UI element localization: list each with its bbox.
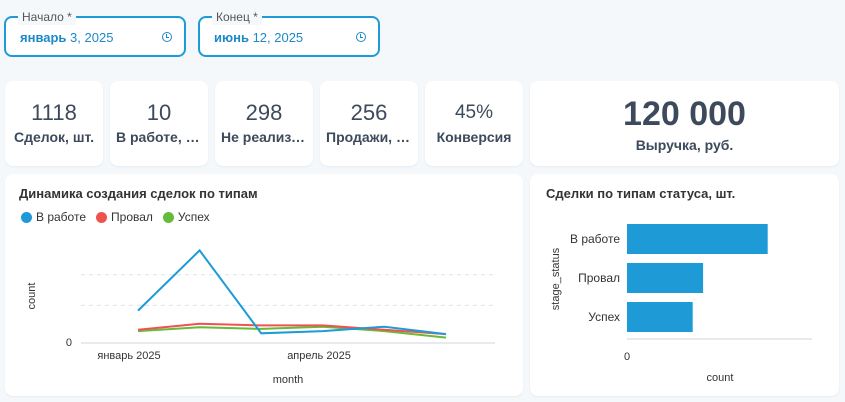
line-chart-panel: Динамика создания сделок по типам В рабо… [5,174,523,396]
line-chart: count month 0 январь 2025 апрель 2025 [26,248,495,386]
category-label: Успех [588,310,620,324]
y-tick-label: 0 [66,337,72,349]
x-tick-label: 0 [624,351,630,363]
bar-chart: stage_status count 0 В работе Провал Успех [550,224,812,384]
kpi-conversion: 45% Конверсия [425,81,523,166]
category-label: В работе [570,232,620,246]
legend-item-fail[interactable]: Провал [96,210,153,224]
kpi-value: 298 [245,100,283,125]
y-axis-label: stage_status [550,247,562,310]
x-tick-label: апрель 2025 [287,350,351,362]
x-axis-label: count [707,372,734,384]
bar[interactable] [627,302,693,332]
legend-item-success[interactable]: Успех [162,210,210,224]
kpi-value: 256 [350,100,388,125]
category-label: Провал [578,271,620,285]
bar[interactable] [627,263,704,293]
line-chart-title: Динамика создания сделок по типам [19,186,258,201]
start-date-field[interactable]: Начало * январь 3, 2025 [4,9,186,57]
x-tick-label: январь 2025 [97,350,160,362]
bar[interactable] [627,224,768,254]
series-line [137,248,447,336]
start-date-label: Начало * [18,9,76,25]
y-axis-label: count [26,283,38,310]
kpi-label: Сделок, шт. [13,129,94,145]
kpi-revenue: 120 000 Выручка, руб. [530,81,839,166]
series-line [137,322,447,336]
legend-label: В работе [36,210,87,224]
bar-chart-title: Сделки по типам статуса, шт. [546,186,736,201]
kpi-label: Не реализовано, шт. [221,129,313,145]
legend-label: Провал [111,210,153,224]
legend-label: Успех [177,210,210,224]
kpi-in-work: 10 В работе, шт. [110,81,208,166]
kpi-not-realized: 298 Не реализовано, шт. [215,81,313,166]
kpi-label: Продажи, шт. [326,129,418,145]
bar-chart-panel: Сделки по типам статуса, шт. stage_statu… [530,174,839,396]
kpi-label: В работе, шт. [116,129,207,145]
kpi-value: 10 [146,100,172,125]
kpi-deals: 1118 Сделок, шт. [5,81,103,166]
legend-dot-icon [96,211,108,223]
end-date-label: Конец * [212,9,262,25]
line-chart-legend: В работе Провал Успех [21,210,210,224]
legend-dot-icon [21,211,32,223]
legend-dot-icon [162,211,174,223]
end-date-field[interactable]: Конец * июнь 12, 2025 [198,9,380,57]
legend-item-in-work[interactable]: В работе [21,210,86,224]
series-line [137,325,447,339]
kpi-value: 1118 [31,100,77,125]
clock-icon[interactable] [356,32,366,42]
kpi-value: 45% [454,102,494,123]
kpi-label: Конверсия [436,129,512,145]
end-date-value: июнь 12, 2025 [214,30,304,45]
start-date-value: январь 3, 2025 [20,30,114,45]
kpi-sales: 256 Продажи, шт. [320,81,418,166]
kpi-value: 120 000 [623,95,746,133]
clock-icon[interactable] [162,32,172,42]
x-axis-label: month [273,374,304,386]
kpi-label: Выручка, руб. [635,137,734,153]
